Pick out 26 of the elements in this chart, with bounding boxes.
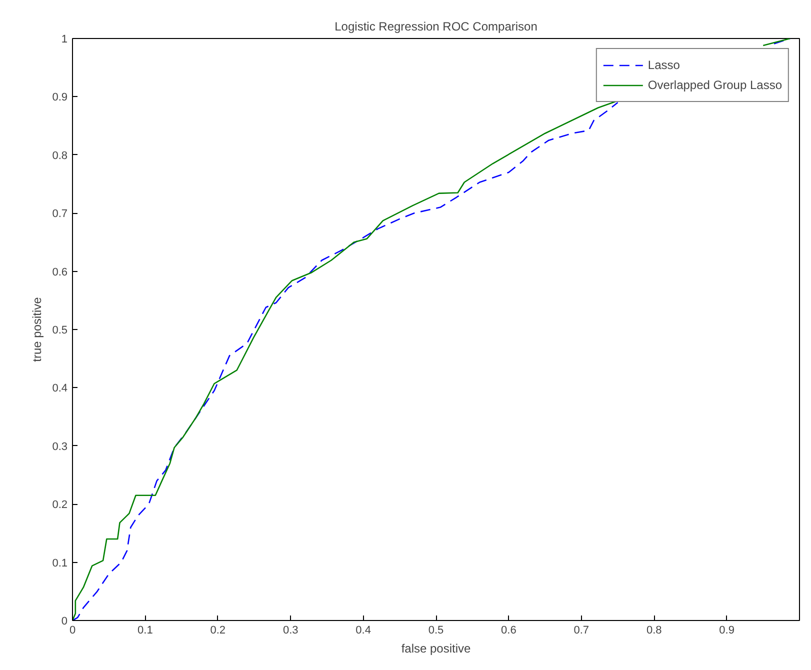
y-tick-label: 0.4 <box>52 382 68 395</box>
y-tick-label: 0.9 <box>52 92 68 104</box>
y-tick-label: 0 <box>61 616 68 628</box>
x-tick-label: 0.4 <box>356 624 371 636</box>
x-tick-label: 0.8 <box>646 624 662 636</box>
legend-label: Lasso <box>648 58 680 72</box>
x-tick-label: 0.2 <box>210 624 226 636</box>
x-tick-label: 0.5 <box>428 624 444 636</box>
chart-title: Logistic Regression ROC Comparison <box>334 20 538 34</box>
y-tick-label: 0.3 <box>52 440 68 453</box>
y-axis-title: true positive <box>30 296 44 362</box>
x-tick-label: 0.9 <box>719 624 734 636</box>
x-tick-label: 0.7 <box>574 624 590 636</box>
x-tick-label: 0 <box>69 624 76 636</box>
y-tick-label: 0.6 <box>52 266 68 278</box>
y-tick-label: 0.2 <box>52 499 68 512</box>
x-axis-title: false positive <box>401 642 472 656</box>
legend-label: Overlapped Group Lasso <box>648 78 782 92</box>
x-tick-label: 0.6 <box>501 624 516 636</box>
y-tick-label: 0.8 <box>52 150 68 162</box>
y-tick-label: 0.7 <box>52 208 68 220</box>
x-tick-label: 0.3 <box>282 624 298 636</box>
y-tick-label: 0.5 <box>52 324 68 336</box>
y-tick-label: 0.1 <box>52 557 68 570</box>
x-tick-label: 0.1 <box>138 624 153 636</box>
y-tick-label: 1 <box>61 34 68 46</box>
